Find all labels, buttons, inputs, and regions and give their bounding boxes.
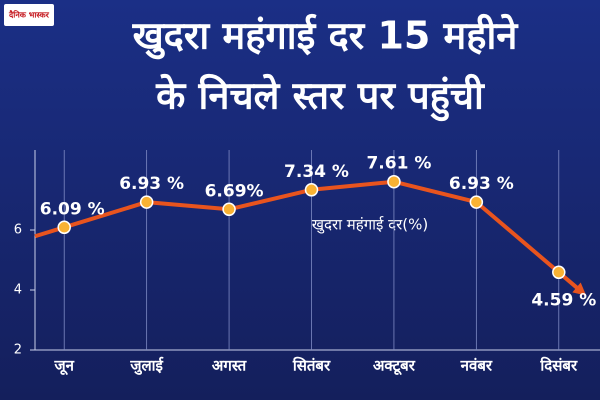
data-label: 7.61 % [366,154,431,174]
data-label: 6.93 % [119,174,184,194]
x-tick-label: नवंबर [460,357,493,375]
chart-title: के निचले स्तर पर पहुंची [155,74,485,122]
arrow-head [572,282,587,296]
x-tick-label: सितंबर [292,357,331,375]
data-label: 7.34 % [284,162,349,182]
marker [304,183,319,197]
marker [552,265,566,280]
logo: दैनिक भास्कर [8,10,50,20]
marker [57,220,71,235]
x-tick-label: जून [53,357,74,376]
y-tick-label: 2 [14,343,22,358]
x-tick-label: दिसंबर [539,357,578,375]
x-tick-label: जुलाई [129,357,164,376]
x-tick-label: अक्टूबर [373,357,416,376]
y-tick-label: 4 [14,283,22,298]
data-label: 6.09 % [40,199,105,219]
data-label: 6.69% [205,181,264,201]
annotation: खुदरा महंगाई दर(%) [312,216,428,235]
marker [139,195,154,209]
logo-box [4,4,54,26]
marker [469,195,484,209]
marker [387,174,401,189]
x-tick-label: अगस्त [212,357,248,375]
data-label: 6.93 % [449,174,514,194]
chart-title: खुदरा महंगाई दर 15 महीने [132,14,520,60]
marker [222,202,236,217]
data-label: 4.59 % [531,290,596,310]
y-tick-label: 6 [14,223,22,238]
